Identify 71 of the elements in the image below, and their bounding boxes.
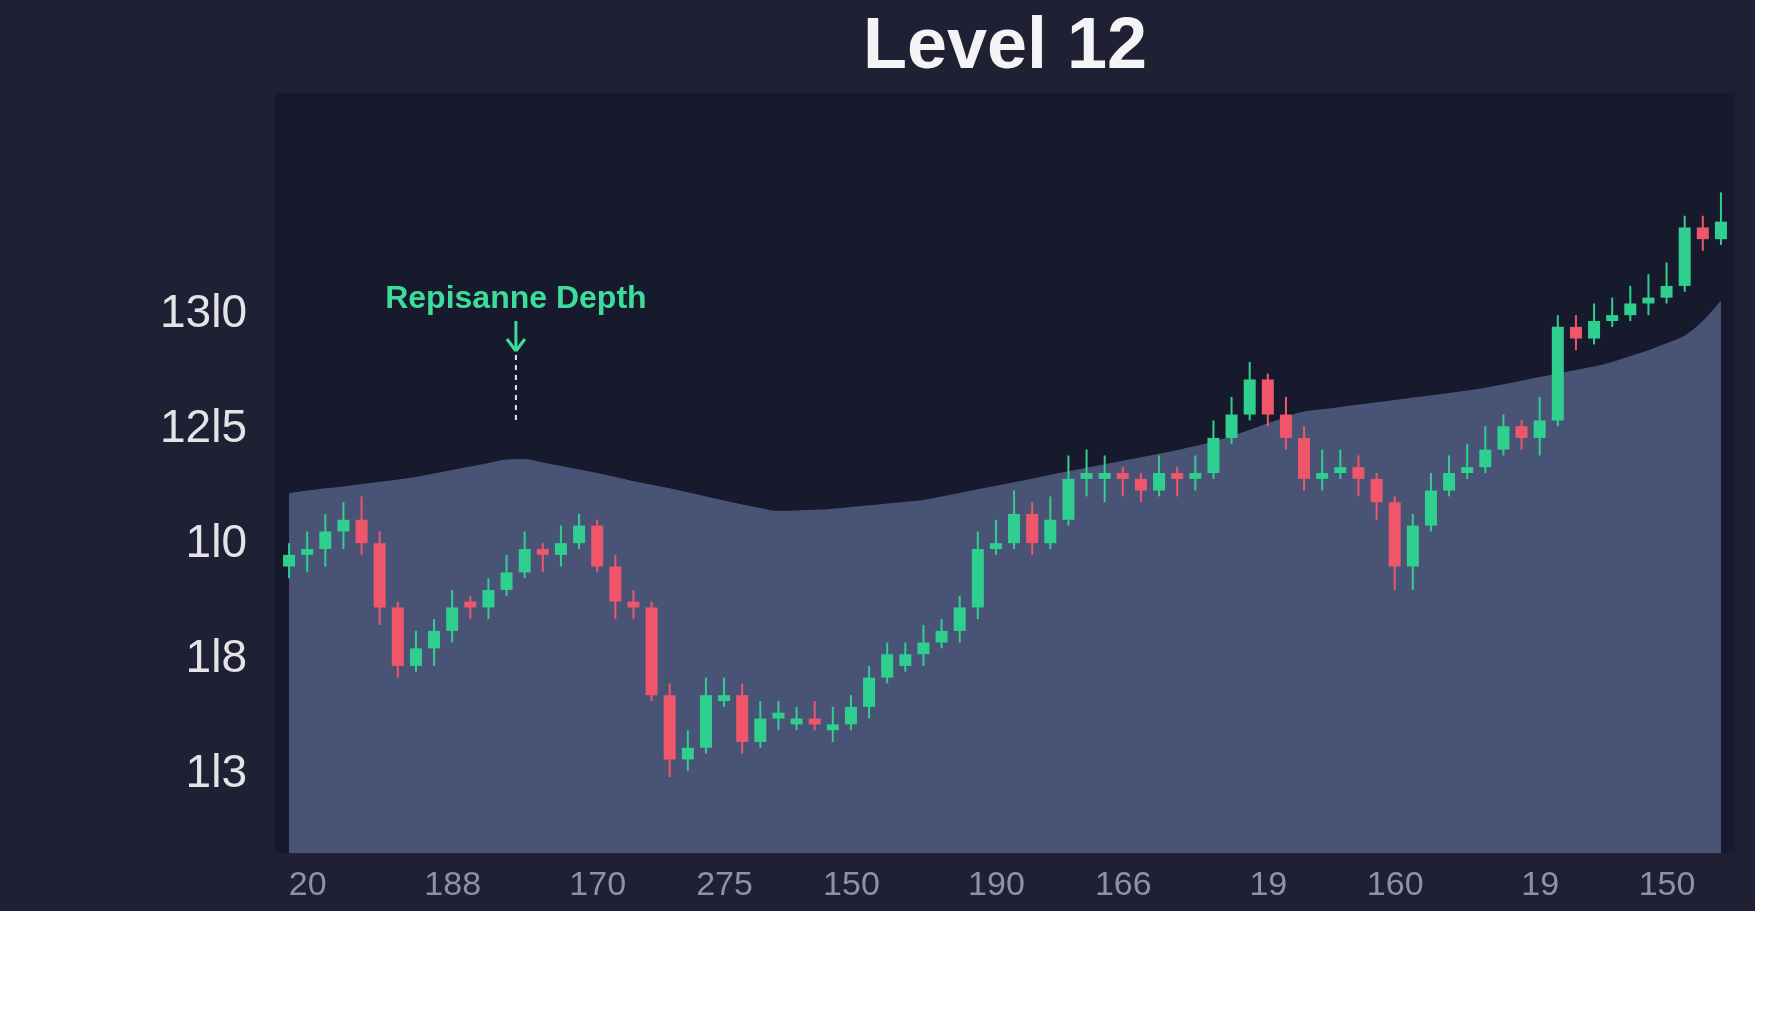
x-tick-label: 19 bbox=[1249, 863, 1288, 902]
x-tick-label: 190 bbox=[968, 863, 1025, 902]
x-tick-label: 19 bbox=[1521, 863, 1560, 902]
candlestick bbox=[1134, 472, 1147, 504]
candlestick bbox=[1116, 466, 1129, 498]
x-tick-label: 160 bbox=[1366, 863, 1424, 902]
candlestick bbox=[554, 524, 567, 568]
candlestick bbox=[844, 694, 857, 732]
candlestick bbox=[917, 624, 930, 667]
candlestick bbox=[409, 629, 422, 673]
candlestick bbox=[1370, 472, 1383, 521]
candlestick bbox=[1624, 284, 1637, 322]
candlestick bbox=[337, 501, 350, 550]
candlestick bbox=[1479, 425, 1492, 474]
x-tick-label: 170 bbox=[569, 863, 627, 902]
candlestick bbox=[1189, 454, 1202, 492]
candlestick bbox=[1080, 448, 1093, 498]
candlestick bbox=[681, 729, 694, 773]
candlestick bbox=[1316, 448, 1329, 492]
candlestick bbox=[1660, 261, 1673, 305]
candlestick bbox=[428, 618, 441, 667]
candlestick bbox=[1606, 296, 1619, 328]
candlestick bbox=[1279, 396, 1292, 451]
text: 1l8 bbox=[185, 630, 247, 682]
chart-title: Level 12 bbox=[862, 3, 1148, 83]
candlestick bbox=[1153, 454, 1166, 498]
candlestick bbox=[319, 512, 332, 568]
candlestick bbox=[1497, 413, 1510, 457]
x-tick-label: 166 bbox=[1094, 863, 1152, 902]
candlestick bbox=[573, 512, 586, 550]
candlestick bbox=[1171, 466, 1184, 498]
candlestick bbox=[446, 588, 459, 644]
candlestick bbox=[754, 700, 767, 749]
candlestick bbox=[772, 700, 785, 732]
candlestick bbox=[1533, 396, 1546, 457]
candlestick bbox=[500, 553, 513, 597]
candlestick bbox=[1098, 454, 1111, 504]
candlestick bbox=[826, 705, 839, 743]
candlestick bbox=[953, 594, 966, 644]
candlestick bbox=[1588, 302, 1601, 346]
candlestick bbox=[1443, 454, 1456, 498]
candlestick bbox=[536, 542, 549, 574]
candlestick bbox=[718, 676, 731, 708]
x-tick-label: 20 bbox=[288, 863, 327, 902]
x-tick-label: 188 bbox=[424, 863, 482, 902]
text: 12l5 bbox=[160, 400, 247, 452]
candlestick bbox=[1461, 442, 1474, 480]
candlestick bbox=[1714, 191, 1727, 246]
text: 1l3 bbox=[185, 745, 247, 797]
candlestick bbox=[881, 641, 894, 685]
candlestick bbox=[1352, 454, 1365, 498]
candlestick bbox=[1225, 396, 1238, 445]
candlestick bbox=[899, 641, 912, 673]
candlestick bbox=[1515, 419, 1528, 451]
x-tick-label: 150 bbox=[1638, 863, 1696, 902]
candlestick bbox=[1334, 448, 1347, 480]
candlestick bbox=[1044, 495, 1057, 550]
candlestick bbox=[518, 530, 531, 580]
text: 13l0 bbox=[160, 285, 247, 337]
candlestick bbox=[1696, 214, 1709, 252]
candlestick bbox=[482, 577, 495, 621]
candlestick bbox=[935, 618, 948, 650]
x-tick-label: 275 bbox=[696, 863, 753, 902]
annotation: Repisanne Depth bbox=[385, 279, 647, 315]
candlestick bbox=[989, 518, 1002, 556]
x-tick-label: 150 bbox=[823, 863, 880, 902]
text: 1l0 bbox=[185, 515, 247, 567]
candlestick bbox=[301, 530, 314, 574]
candlestick bbox=[1569, 314, 1582, 352]
candlestick bbox=[283, 542, 296, 580]
candlestick bbox=[355, 495, 368, 556]
